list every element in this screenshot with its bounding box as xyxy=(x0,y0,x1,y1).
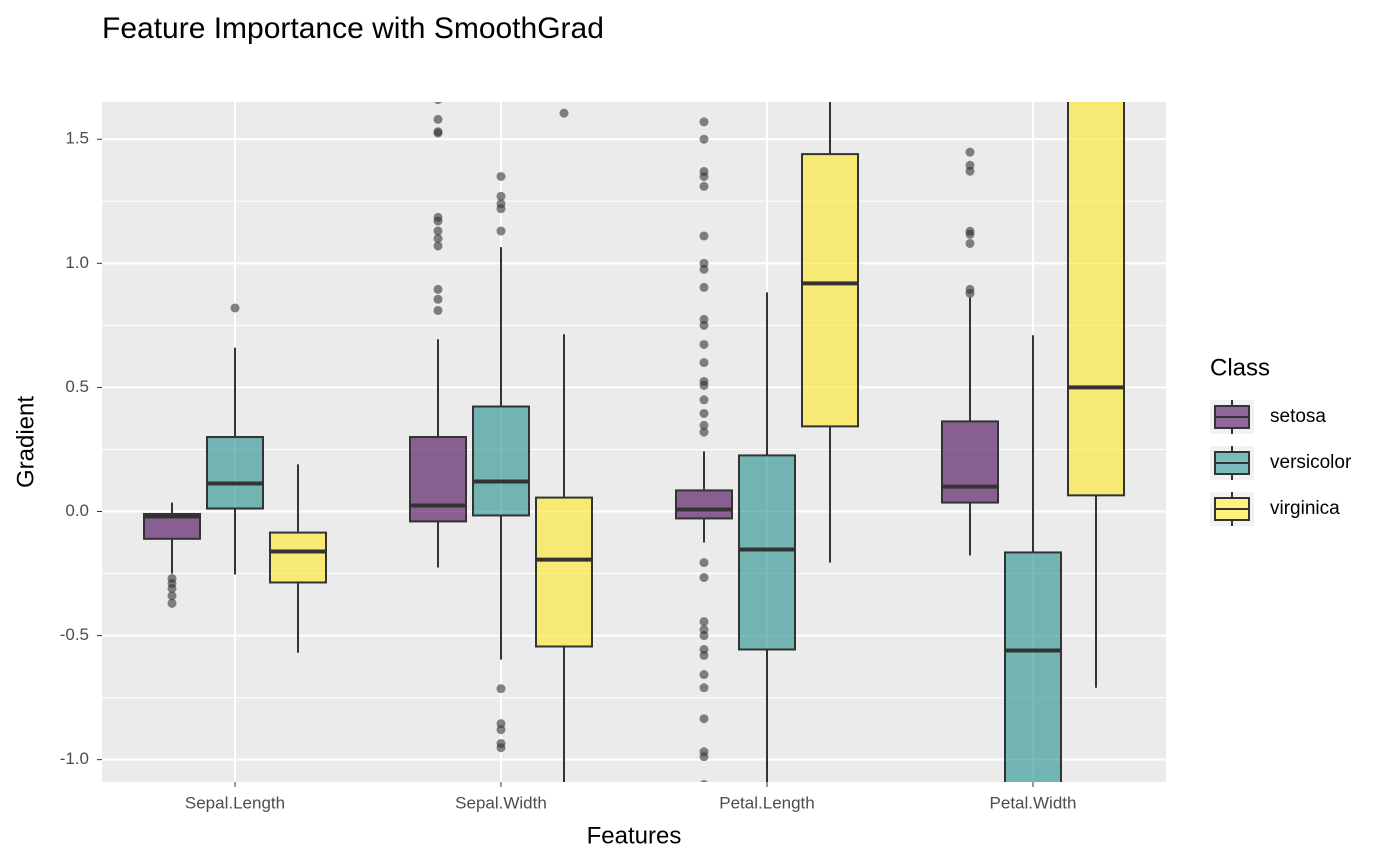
outlier xyxy=(434,102,442,105)
outlier xyxy=(699,650,709,660)
outlier xyxy=(699,683,709,693)
y-tick-label: 1.0 xyxy=(65,253,89,272)
box xyxy=(409,436,467,523)
outlier xyxy=(433,284,443,294)
outlier xyxy=(699,617,709,627)
outlier xyxy=(496,171,506,181)
box xyxy=(801,153,859,428)
outlier xyxy=(433,305,443,315)
outlier xyxy=(699,558,709,568)
x-axis-label: Features xyxy=(587,822,682,849)
outlier xyxy=(433,128,443,138)
box xyxy=(1004,551,1062,782)
outlier xyxy=(230,303,240,313)
outlier xyxy=(699,231,709,241)
outlier xyxy=(699,117,709,127)
legend-label: versicolor xyxy=(1270,452,1352,473)
outlier xyxy=(699,320,709,330)
box xyxy=(206,436,264,510)
outlier xyxy=(965,147,975,157)
outlier xyxy=(699,264,709,274)
outlier xyxy=(699,134,709,144)
x-tick-label: Sepal.Length xyxy=(185,793,285,812)
y-tick-label: 1.5 xyxy=(65,129,89,148)
labels: -1.0 -0.5 0.0 0.5 1.0 1.5 Sepal.Length Sepal.Wi… xyxy=(60,129,1352,813)
marks xyxy=(143,102,1125,782)
y-axis-label: Gradient xyxy=(12,396,39,488)
outlier xyxy=(433,241,443,251)
outlier xyxy=(699,714,709,724)
outlier xyxy=(699,408,709,418)
x-tick-label: Petal.Length xyxy=(719,793,814,812)
outlier xyxy=(167,583,177,593)
legend-label: setosa xyxy=(1270,406,1326,427)
outlier xyxy=(699,181,709,191)
outlier xyxy=(965,166,975,176)
outlier xyxy=(496,191,506,201)
outlier xyxy=(699,752,709,762)
outlier xyxy=(433,233,443,243)
outlier xyxy=(699,420,709,430)
outlier xyxy=(699,427,709,437)
y-tick-label: -0.5 xyxy=(60,625,89,644)
outlier xyxy=(699,282,709,292)
y-tick-label: 0.5 xyxy=(65,377,89,396)
box xyxy=(535,496,593,648)
y-tick-label: -1.0 xyxy=(60,749,89,768)
outlier xyxy=(167,591,177,601)
outlier xyxy=(433,294,443,304)
outlier xyxy=(433,226,443,236)
outlier xyxy=(965,229,975,239)
outlier xyxy=(496,226,506,236)
box xyxy=(1067,102,1125,497)
outlier xyxy=(699,395,709,405)
box xyxy=(738,454,796,651)
outlier xyxy=(699,380,709,390)
chart-title: Feature Importance with SmoothGrad xyxy=(102,12,604,45)
legend-title: Class xyxy=(1210,354,1270,381)
outlier xyxy=(559,108,569,118)
outlier xyxy=(965,288,975,298)
outlier xyxy=(496,204,506,214)
y-tick-label: 0.0 xyxy=(65,501,89,520)
legend-label: virginica xyxy=(1270,498,1340,519)
x-tick-label: Sepal.Width xyxy=(455,793,547,812)
box xyxy=(941,420,999,504)
outlier xyxy=(699,339,709,349)
outlier xyxy=(699,670,709,680)
box xyxy=(269,531,327,584)
outlier xyxy=(433,216,443,226)
outlier xyxy=(496,684,506,694)
outlier xyxy=(699,171,709,181)
box xyxy=(472,405,530,517)
outlier xyxy=(699,358,709,368)
outlier xyxy=(965,238,975,248)
box xyxy=(675,489,733,520)
x-tick-label: Petal.Width xyxy=(990,793,1077,812)
outlier xyxy=(699,631,709,641)
outlier xyxy=(496,743,506,753)
outlier xyxy=(699,573,709,583)
outlier xyxy=(167,598,177,608)
outlier xyxy=(433,114,443,124)
outlier xyxy=(700,779,708,782)
outlier xyxy=(496,725,506,735)
